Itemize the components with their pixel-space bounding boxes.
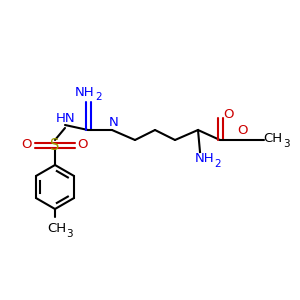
Text: O: O — [22, 139, 32, 152]
Text: O: O — [238, 124, 248, 137]
Text: 2: 2 — [215, 159, 221, 169]
Text: CH: CH — [47, 223, 67, 236]
Text: 3: 3 — [283, 139, 289, 149]
Text: NH: NH — [75, 85, 95, 98]
Text: S: S — [50, 137, 60, 152]
Text: O: O — [223, 109, 233, 122]
Text: HN: HN — [56, 112, 76, 125]
Text: 3: 3 — [66, 229, 72, 239]
Text: N: N — [109, 116, 119, 128]
Text: CH: CH — [263, 133, 283, 146]
Text: NH: NH — [195, 152, 215, 166]
Text: O: O — [78, 139, 88, 152]
Text: 2: 2 — [96, 92, 102, 102]
